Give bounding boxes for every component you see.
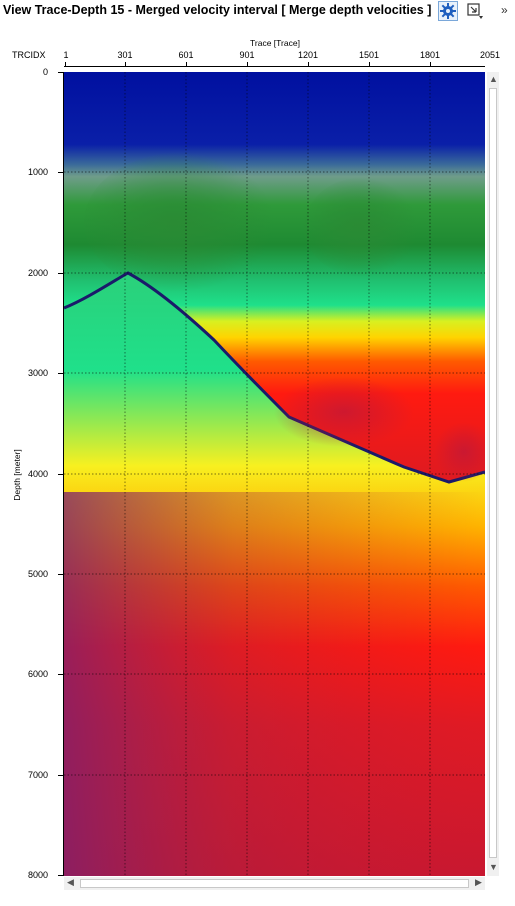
y-tick-mark <box>58 373 63 374</box>
horizontal-scrollbar[interactable] <box>64 877 485 890</box>
y-tick-mark <box>58 172 63 173</box>
y-tick-label: 1000 <box>27 167 48 177</box>
trace-key-label: TRCIDX <box>12 50 46 60</box>
x-tick-label: 1201 <box>297 50 319 60</box>
x-tick-label: 1501 <box>358 50 380 60</box>
x-tick-mark <box>65 62 66 67</box>
x-axis-title: Trace [Trace] <box>250 38 300 48</box>
y-tick-mark <box>58 775 63 776</box>
maximize-restore-icon <box>467 3 483 19</box>
y-tick-label: 8000 <box>27 870 48 880</box>
scroll-right-arrow-icon[interactable]: ▶ <box>475 877 482 887</box>
y-axis-line <box>63 72 64 876</box>
horizontal-scroll-thumb[interactable] <box>80 879 469 888</box>
y-tick-mark <box>58 574 63 575</box>
x-axis-line <box>64 66 485 67</box>
x-tick-label: 2051 <box>480 50 501 60</box>
x-tick-label: 1 <box>63 50 69 60</box>
y-axis-title: Depth [meter] <box>12 449 22 501</box>
y-tick-label: 0 <box>42 67 48 77</box>
y-tick-label: 6000 <box>27 669 48 679</box>
x-tick-mark <box>247 62 248 67</box>
y-tick-mark <box>58 875 63 876</box>
window-mode-button[interactable] <box>466 2 484 20</box>
gear-icon <box>440 3 456 19</box>
y-tick-mark <box>58 674 63 675</box>
more-button[interactable]: » <box>501 3 508 17</box>
vertical-scrollbar[interactable] <box>487 72 499 876</box>
x-tick-label: 601 <box>178 50 194 60</box>
scroll-up-arrow-icon[interactable]: ▲ <box>489 74 498 84</box>
vertical-scroll-thumb[interactable] <box>489 88 497 858</box>
x-tick-mark <box>125 62 126 67</box>
x-tick-label: 1801 <box>419 50 441 60</box>
y-tick-mark <box>58 72 63 73</box>
settings-button[interactable] <box>438 1 458 21</box>
x-tick-mark <box>430 62 431 67</box>
window-title: View Trace-Depth 15 - Merged velocity in… <box>3 3 432 17</box>
scroll-down-arrow-icon[interactable]: ▼ <box>489 862 498 872</box>
y-tick-mark <box>58 474 63 475</box>
velocity-image <box>64 72 485 876</box>
x-tick-mark <box>308 62 309 67</box>
y-tick-label: 3000 <box>27 368 48 378</box>
x-tick-label: 301 <box>117 50 133 60</box>
x-tick-mark <box>369 62 370 67</box>
scroll-left-arrow-icon[interactable]: ◀ <box>67 877 74 887</box>
y-tick-label: 4000 <box>27 469 48 479</box>
y-tick-label: 7000 <box>27 770 48 780</box>
x-tick-mark <box>186 62 187 67</box>
y-tick-label: 2000 <box>27 268 48 278</box>
velocity-section-plot[interactable] <box>64 72 485 876</box>
y-tick-label: 5000 <box>27 569 48 579</box>
y-tick-mark <box>58 273 63 274</box>
x-tick-label: 901 <box>239 50 255 60</box>
